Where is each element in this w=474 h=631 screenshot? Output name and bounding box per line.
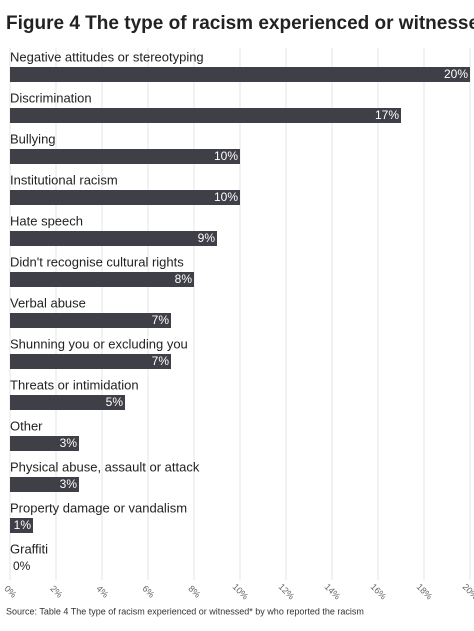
category-label: Shunning you or excluding you [10,336,188,351]
value-label: 9% [198,231,216,245]
value-label: 8% [175,272,193,286]
x-tick-label: 16% [369,582,389,602]
bar [10,108,401,123]
x-tick-label: 20% [461,582,474,602]
value-label: 7% [152,354,170,368]
value-label: 3% [60,477,78,491]
category-label: Graffiti [10,541,48,556]
category-label: Property damage or vandalism [10,500,187,515]
bar [10,149,240,164]
category-label: Physical abuse, assault or attack [10,459,200,474]
value-label: 1% [14,518,32,532]
bar [10,190,240,205]
value-label: 7% [152,313,170,327]
category-label: Verbal abuse [10,295,86,310]
x-tick-label: 10% [231,582,251,602]
bar [10,354,171,369]
bar [10,477,79,492]
category-label: Institutional racism [10,172,118,187]
category-label: Bullying [10,131,56,146]
chart-title: Figure 4 The type of racism experienced … [6,13,474,34]
x-tick-label: 8% [186,583,202,599]
value-label: 0% [13,559,31,573]
bar [10,395,125,410]
x-tick-label: 2% [48,583,64,599]
value-label: 17% [375,108,399,122]
category-label: Hate speech [10,213,83,228]
value-label: 3% [60,436,78,450]
category-label: Discrimination [10,90,92,105]
category-label: Other [10,418,43,433]
value-label: 10% [214,190,238,204]
bar [10,67,470,82]
x-tick-label: 4% [94,583,110,599]
category-label: Threats or intimidation [10,377,139,392]
bar [10,518,33,533]
bar [10,272,194,287]
x-tick-label: 12% [277,582,297,602]
value-label: 5% [106,395,124,409]
category-label: Negative attitudes or stereotyping [10,49,204,64]
x-tick-label: 0% [2,583,18,599]
bar [10,231,217,246]
category-label: Didn't recognise cultural rights [10,254,184,269]
value-label: 10% [214,149,238,163]
value-label: 20% [444,67,468,81]
bar [10,436,79,451]
x-tick-label: 6% [140,583,156,599]
source: Source: Table 4 The type of racism exper… [6,606,364,616]
x-tick-label: 14% [323,582,343,602]
x-tick-label: 18% [415,582,435,602]
bar [10,313,171,328]
